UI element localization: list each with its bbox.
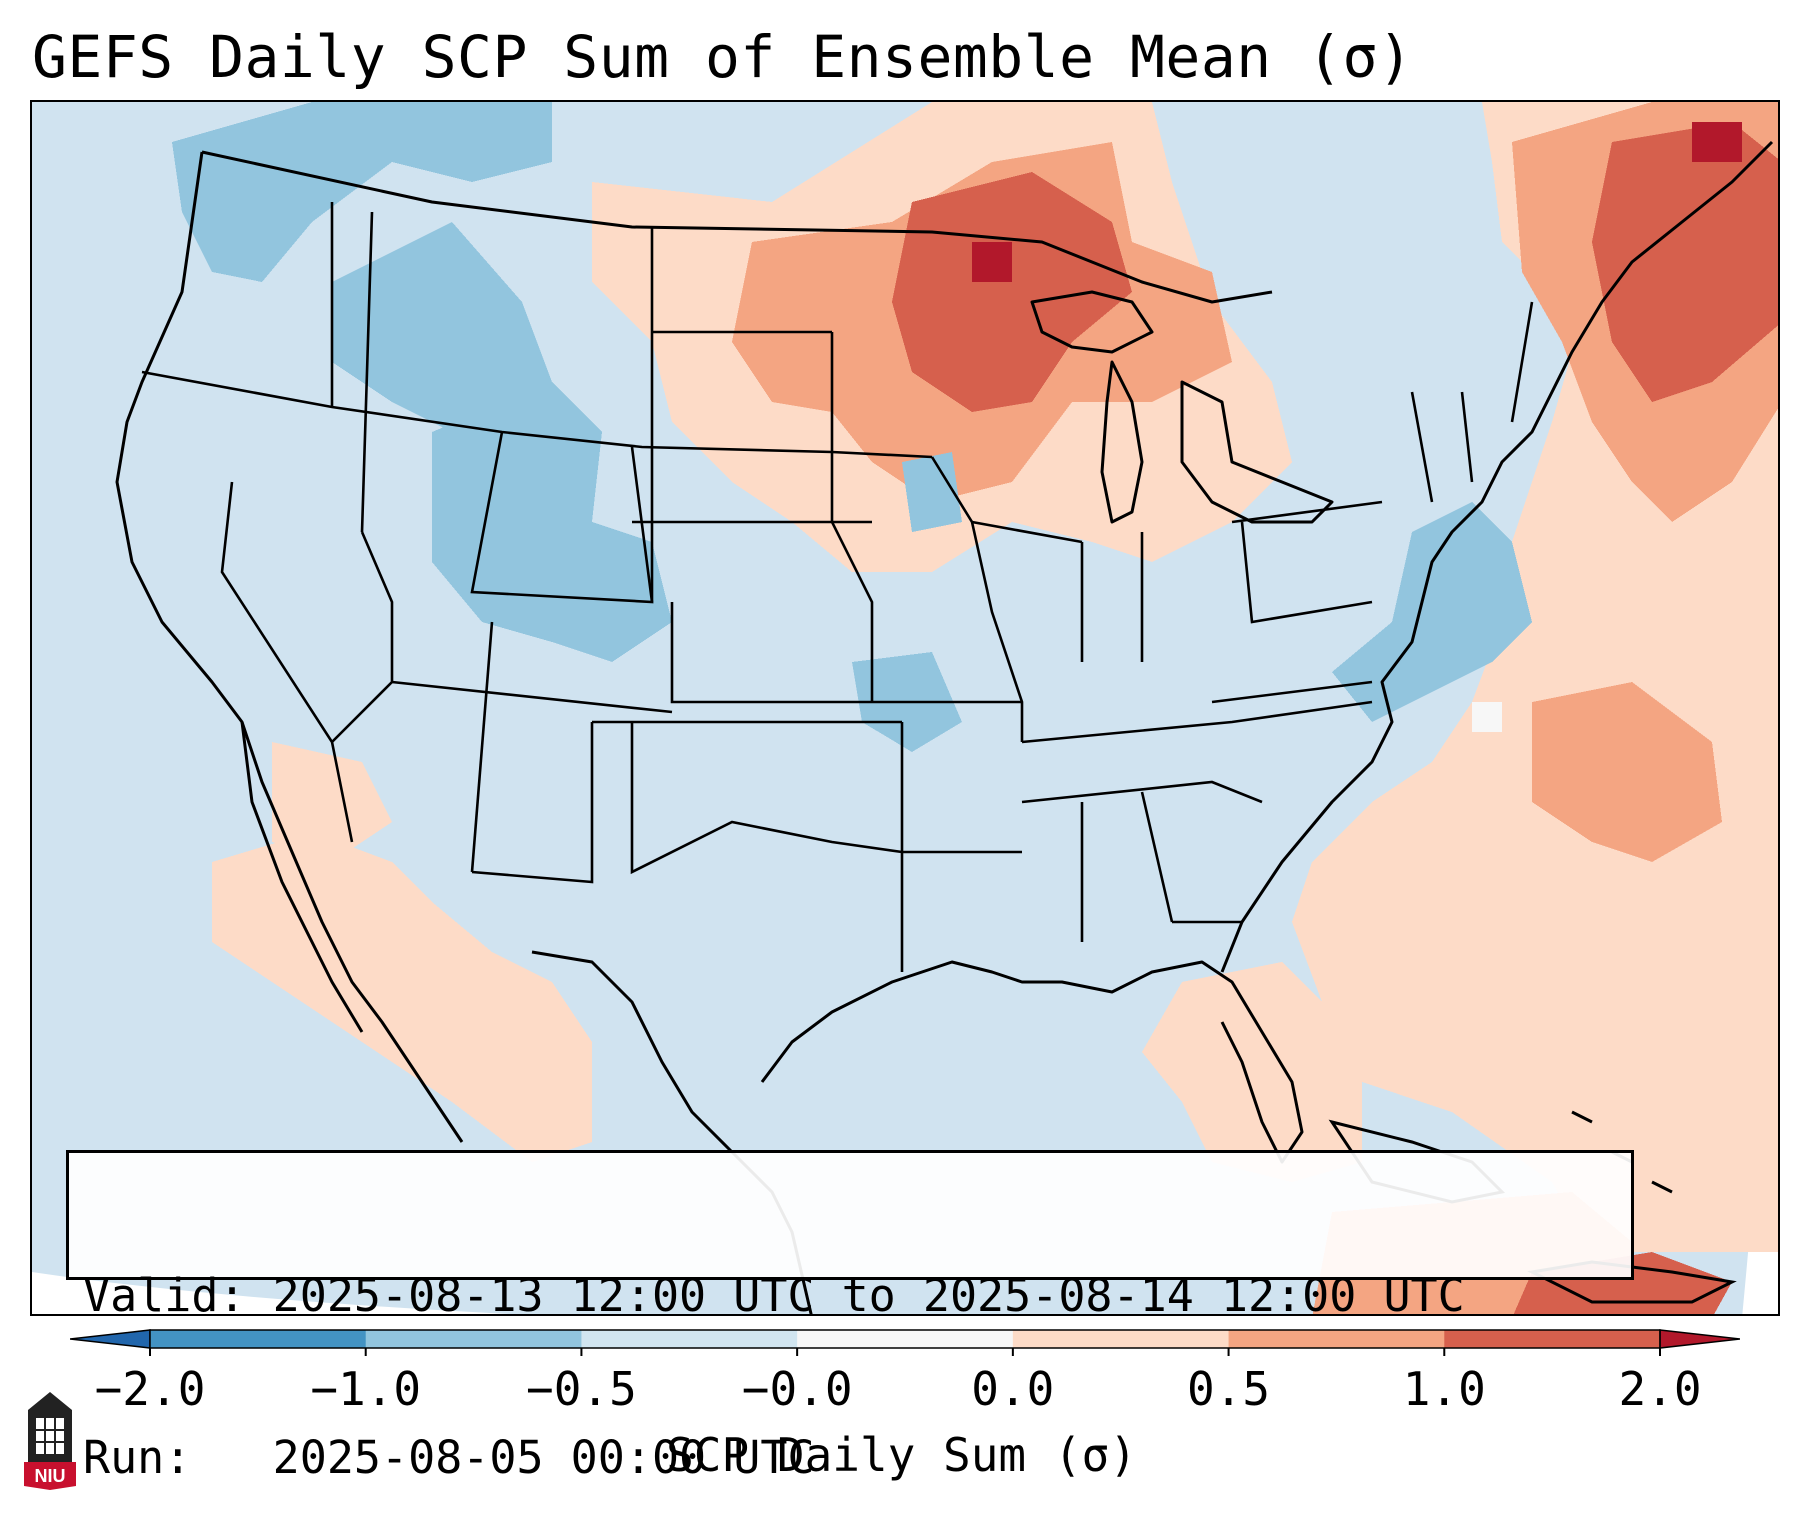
colorbar-bin xyxy=(797,1330,1014,1348)
lake-superior xyxy=(1030,290,1154,354)
colorbar-tick-label: 0.0 xyxy=(971,1362,1055,1416)
anomaly-idaho-wyoming xyxy=(332,222,552,432)
colorbar-tick-label: −2.0 xyxy=(94,1362,206,1416)
baja-california xyxy=(240,721,364,1033)
colorbar-under-extend xyxy=(70,1329,151,1349)
colorbar-bin xyxy=(1012,1330,1230,1348)
west-coast xyxy=(115,151,464,1143)
lake-huron-erie xyxy=(1180,380,1334,524)
colorbar-bin xyxy=(365,1330,582,1348)
valid-value: 2025-08-13 12:00 UTC to 2025-08-14 12:00… xyxy=(272,1269,1465,1322)
run-line: Run: 2025-08-05 00:00 UTC xyxy=(83,1431,1617,1485)
valid-label: Valid: xyxy=(83,1269,246,1322)
colorbar-over-extend xyxy=(1659,1329,1740,1349)
colorbar xyxy=(70,1329,1740,1356)
colorbar-bin xyxy=(1444,1330,1661,1348)
anomaly-max-quebec xyxy=(1692,122,1742,162)
projection-edge xyxy=(32,1272,509,1314)
boundaries xyxy=(115,140,1774,1314)
colorbar-title: SCP Daily Sum (σ) xyxy=(666,1428,1137,1482)
anomaly-maine-dark xyxy=(1592,122,1778,402)
anomaly-max-minnesota xyxy=(972,242,1012,282)
colorbar-bin xyxy=(150,1330,367,1348)
east-coast xyxy=(1220,140,1774,973)
map-canvas xyxy=(32,102,1778,1314)
niu-logo-text: NIU xyxy=(35,1466,66,1486)
run-label: Run: xyxy=(83,1431,192,1484)
anomaly-minnesota-dark xyxy=(892,172,1132,412)
run-value: 2025-08-05 00:00 UTC xyxy=(272,1431,815,1484)
colorbar-bin xyxy=(1228,1330,1445,1348)
map-panel xyxy=(30,100,1780,1316)
colorbar-bin xyxy=(581,1330,798,1348)
niu-logo: NIU xyxy=(24,1392,76,1490)
colorbar-outline xyxy=(149,1329,1661,1349)
anomaly-carolinas xyxy=(1332,502,1532,722)
anomaly-atlantic-medium xyxy=(1532,682,1722,862)
colorbar-tick-label: 1.0 xyxy=(1402,1362,1486,1416)
valid-run-info-box: Valid: 2025-08-13 12:00 UTC to 2025-08-1… xyxy=(66,1150,1634,1484)
colorbar-tick-label: 0.5 xyxy=(1187,1362,1271,1416)
colorbar-tick-label: −0.0 xyxy=(741,1362,853,1416)
anomaly-iowa xyxy=(902,452,962,532)
map-title: GEFS Daily SCP Sum of Ensemble Mean (σ) xyxy=(32,23,1414,91)
colorbar-tick-label: −0.5 xyxy=(526,1362,637,1416)
anomaly-gulf-florida xyxy=(1142,962,1362,1182)
anomaly-sw-desert xyxy=(272,742,392,862)
anomaly-neutral-cell xyxy=(1472,702,1502,732)
state-lines xyxy=(141,202,1534,972)
us-canada-border xyxy=(201,150,1273,304)
valid-line: Valid: 2025-08-13 12:00 UTC to 2025-08-1… xyxy=(83,1269,1617,1323)
colorbar-tick-label: −1.0 xyxy=(310,1362,422,1416)
colorbar-tick-label: 2.0 xyxy=(1618,1362,1702,1416)
anomaly-nw-mexico xyxy=(212,832,592,1162)
lake-michigan xyxy=(1100,360,1144,524)
anomaly-pacific-northwest xyxy=(172,102,552,282)
